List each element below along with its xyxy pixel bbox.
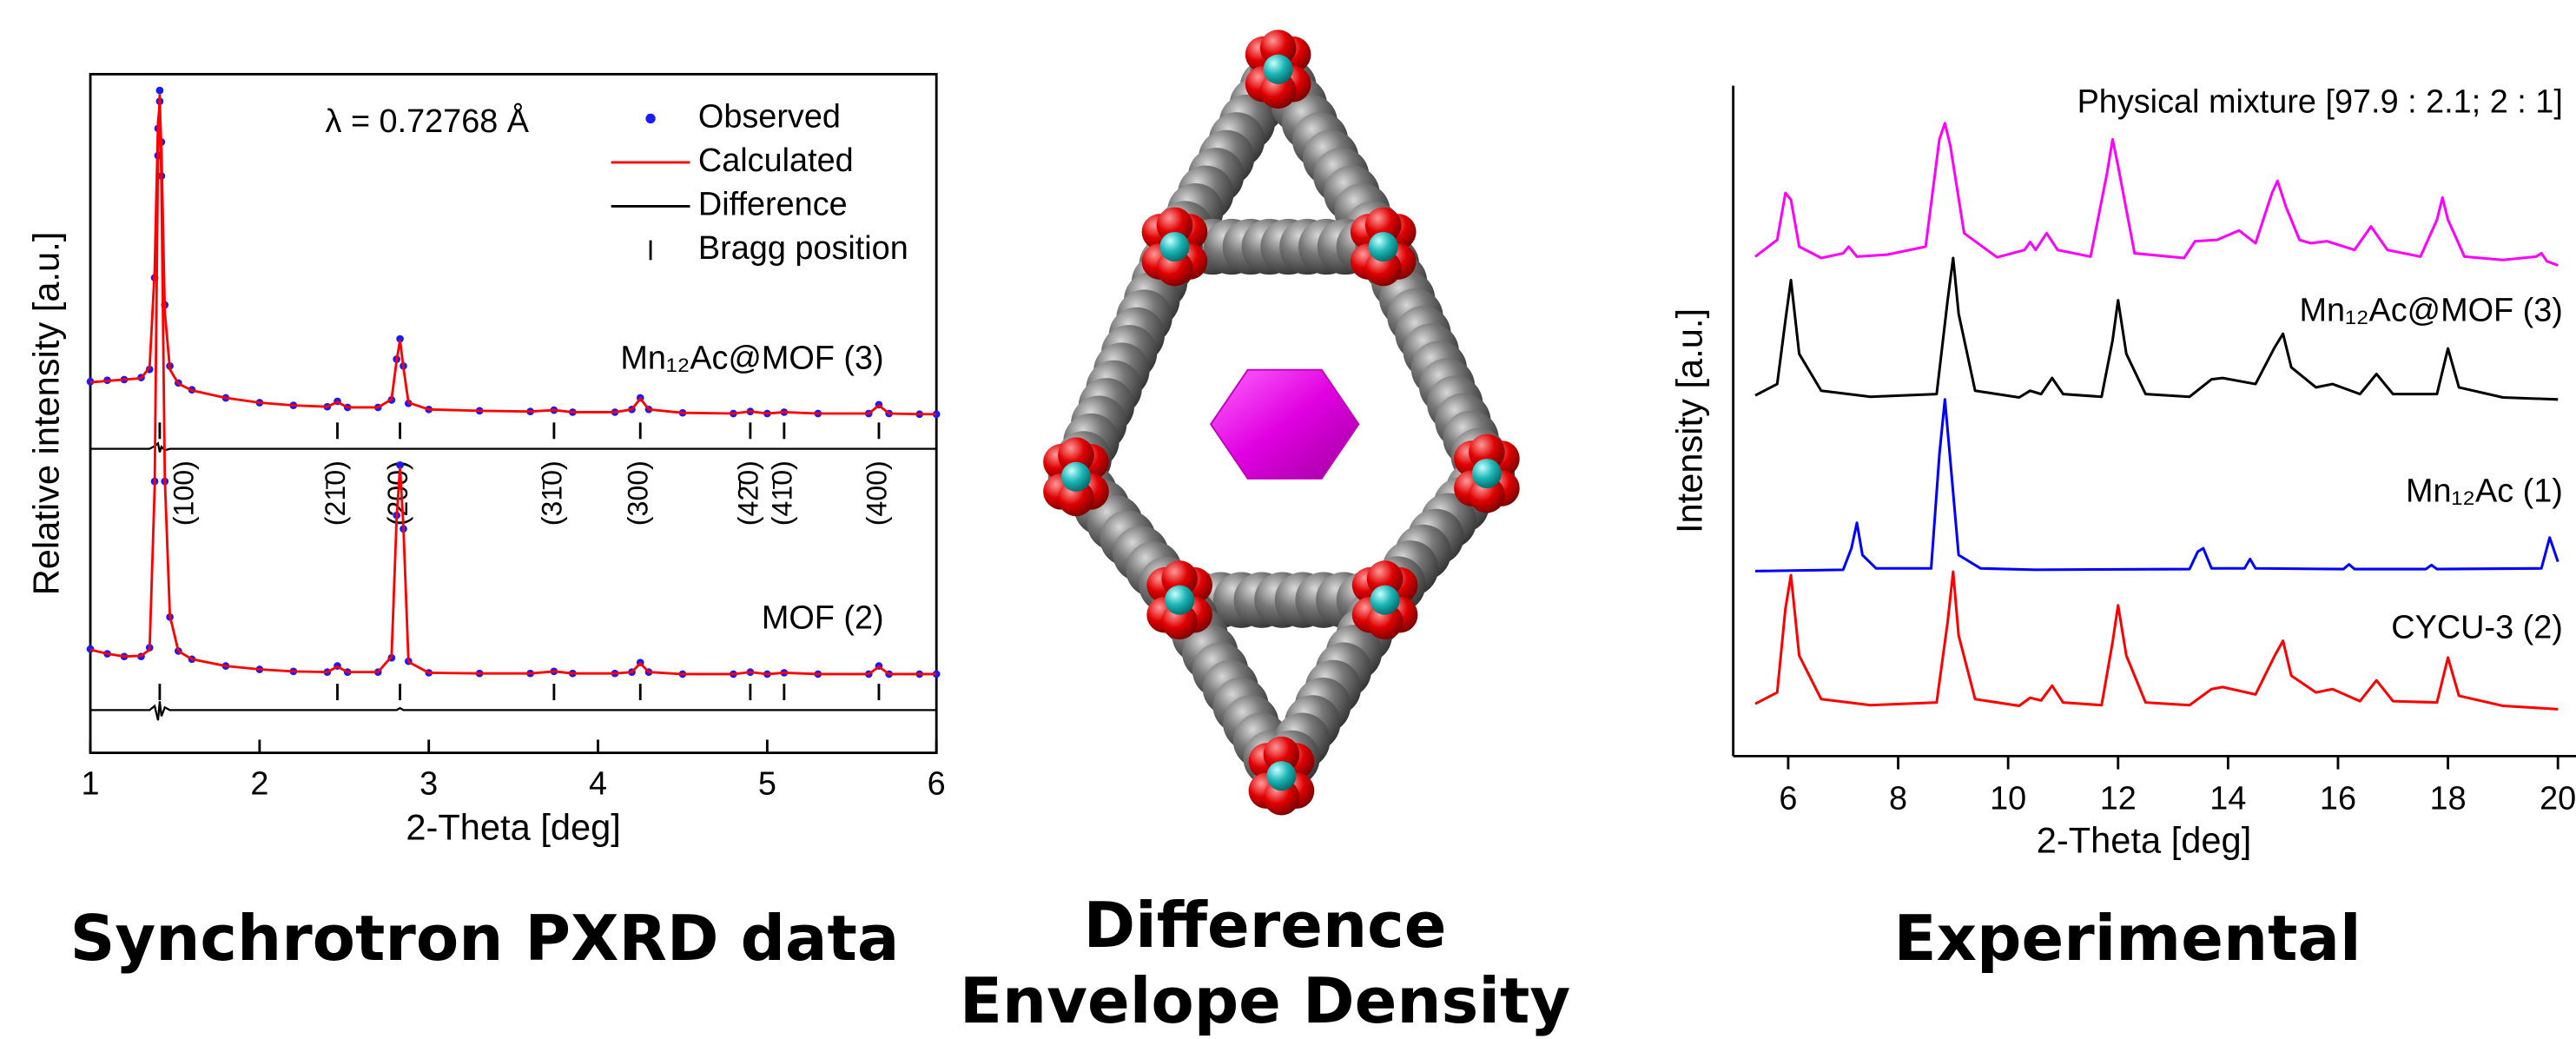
metal-atom [1165, 586, 1194, 615]
difference-curve [90, 443, 936, 452]
legend-label: Calculated [698, 142, 854, 179]
hkl-label: (21̄0) [320, 460, 351, 526]
series-label: Mn₁₂Ac@MOF (3) [2300, 293, 2563, 329]
metal-atom [1159, 232, 1189, 261]
hkl-label: (41̄0) [766, 460, 797, 526]
legend-marker [645, 114, 655, 123]
x-tick-label: 5 [758, 765, 776, 802]
metal-atom [1061, 462, 1091, 492]
figure: Synchrotron PXRD data Difference Envelop… [0, 0, 2576, 1039]
pattern-line [1755, 123, 2558, 266]
x-tick-label: 10 [1990, 780, 2026, 817]
legend-label: Observed [698, 98, 841, 135]
x-tick-label: 14 [2209, 780, 2246, 817]
x-tick-label: 1 [82, 765, 100, 802]
x-tick-label: 4 [589, 765, 607, 802]
x-tick-label: 16 [2320, 780, 2356, 817]
hkl-label: (400) [861, 460, 892, 526]
x-tick-label: 3 [419, 765, 438, 802]
metal-atom [1264, 55, 1293, 84]
x-tick-label: 2 [250, 765, 268, 802]
legend-label: Bragg position [698, 230, 908, 267]
density-envelope [1211, 370, 1358, 479]
annotation: λ = 0.72768 Å [326, 103, 530, 140]
metal-atom [1266, 761, 1296, 791]
caption-box: Synchrotron PXRD data [33, 901, 936, 999]
hkl-label: (42̄0) [732, 460, 763, 526]
y-axis-title: Relative intensity [a.u.] [26, 232, 67, 596]
panel-caption: Experimental [1675, 901, 2576, 999]
x-tick-label: 18 [2430, 780, 2467, 817]
series-label: Mn₁₂Ac (1) [2406, 473, 2563, 510]
panel-caption: Difference Envelope Density [920, 888, 1609, 1039]
metal-atom [1472, 459, 1502, 488]
pattern-label: MOF (2) [762, 600, 884, 637]
metal-atom [1371, 586, 1400, 615]
caption-box: Difference Envelope Density [920, 888, 1609, 1039]
x-tick-label: 6 [928, 765, 946, 802]
hkl-label: (31̄0) [536, 460, 567, 526]
x-tick-label: 12 [2100, 780, 2137, 817]
framework-structure [1043, 30, 1520, 815]
observed-point [87, 645, 95, 653]
metal-atom [1369, 232, 1398, 261]
pattern-label: Mn₁₂Ac@MOF (3) [620, 340, 883, 376]
observed-point [156, 87, 164, 95]
x-axis-title: 2-Theta [deg] [2037, 820, 2252, 861]
caption-box: Experimental [1675, 901, 2576, 999]
legend-label: Difference [698, 186, 848, 222]
x-tick-label: 6 [1779, 780, 1797, 817]
series-label: Physical mixture [97.9 : 2.1; 2 : 1] [2077, 83, 2563, 120]
series-label: CYCU-3 (2) [2391, 610, 2563, 646]
hkl-label: (100) [168, 460, 200, 526]
x-axis-title: 2-Theta [deg] [406, 806, 621, 847]
y-axis-title: Intensity [a.u.] [1668, 308, 1709, 533]
x-tick-label: 8 [1889, 780, 1907, 817]
hkl-label: (300) [623, 460, 654, 526]
panel-caption: Synchrotron PXRD data [33, 901, 936, 999]
calculated-curve [90, 95, 936, 674]
x-tick-label: 20 [2540, 780, 2576, 817]
difference-curve [90, 701, 936, 720]
